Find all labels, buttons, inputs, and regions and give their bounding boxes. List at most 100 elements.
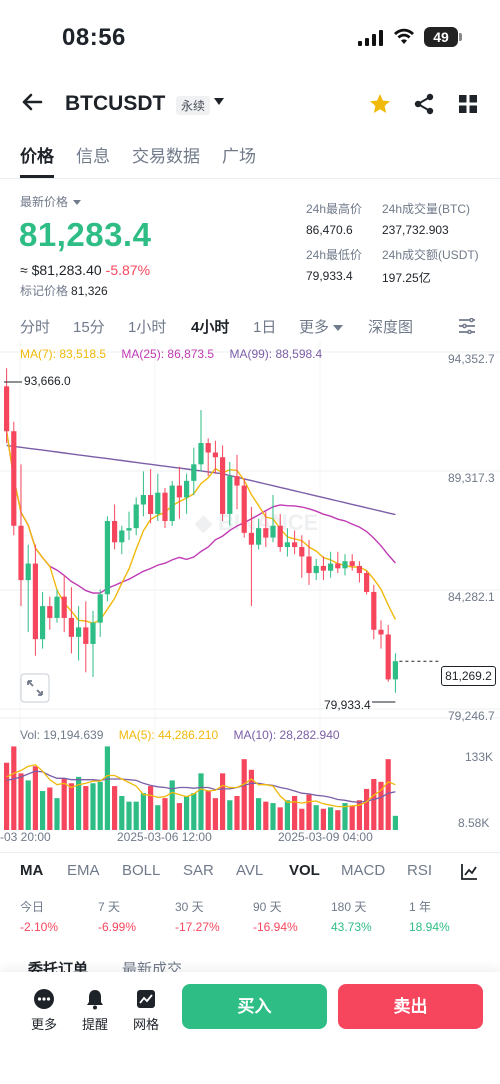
indicator-macd[interactable]: MACD: [341, 862, 386, 879]
timeframe-1h[interactable]: 1小时: [128, 319, 167, 336]
ma-legend: MA(7): 83,518.5 MA(25): 86,873.5 MA(99):…: [20, 347, 334, 361]
indicator-bar: MA EMA BOLL SAR AVL VOL MACD RSI: [20, 862, 500, 884]
volume-bar: [205, 791, 211, 830]
candle-body: [356, 565, 362, 574]
low-marker-label: 79,933.4: [324, 698, 371, 712]
volume-bar: [256, 798, 262, 830]
volume-bar: [277, 807, 283, 830]
more-button[interactable]: 更多: [23, 988, 65, 1033]
depth-chart-tab[interactable]: 深度图: [368, 319, 414, 336]
indicator-ema[interactable]: EMA: [67, 862, 100, 879]
candle-body: [25, 563, 31, 581]
candle-body: [184, 480, 190, 498]
volume-bar: [392, 815, 398, 830]
top-nav: BTCUSDT 永续: [0, 82, 500, 126]
candle-body: [392, 661, 398, 680]
price-subline: ≈ $81,283.40 -5.87%: [20, 262, 150, 278]
candle-body: [328, 563, 334, 571]
candle-body: [313, 565, 319, 574]
bell-icon: [87, 990, 103, 1010]
volume-legend: Vol: 19,194.639 MA(5): 44,286.210 MA(10)…: [20, 728, 352, 742]
kline-chart[interactable]: ◆ BINANCE: [0, 340, 500, 850]
volume-bar: [184, 796, 190, 830]
candle-body: [205, 443, 211, 453]
indicator-avl[interactable]: AVL: [236, 862, 264, 879]
time-axis-label: -03 20:00: [0, 830, 51, 844]
candle-body: [119, 530, 125, 543]
volume-bar: [25, 780, 31, 830]
timeframe-more[interactable]: 更多: [299, 316, 344, 337]
volume-bar: [306, 794, 312, 830]
tab-trading-data[interactable]: 交易数据: [132, 147, 200, 166]
volume-bar: [83, 786, 89, 830]
timeframe-15m[interactable]: 15分: [73, 319, 105, 336]
indicator-vol[interactable]: VOL: [289, 862, 320, 879]
main-tabs: 价格 信息 交易数据 广场: [20, 142, 256, 178]
time-axis: -03 20:00 2025-03-06 12:00 2025-03-09 04…: [0, 830, 500, 846]
candle-body: [61, 596, 67, 618]
volume-bar: [378, 781, 384, 830]
favorite-star-icon[interactable]: [368, 92, 392, 116]
volume-bar: [220, 773, 226, 830]
latest-price-selector[interactable]: 最新价格: [20, 193, 82, 210]
timeframe-line[interactable]: 分时: [20, 319, 51, 336]
battery-icon: 49: [424, 27, 462, 47]
expand-chart-icon[interactable]: [20, 673, 50, 703]
volume-bar: [320, 808, 326, 830]
volume-axis-label: 133K: [465, 750, 494, 764]
more-dots-icon: [34, 989, 54, 1009]
timeframe-1d[interactable]: 1日: [253, 319, 277, 336]
sell-button[interactable]: 卖出: [338, 984, 483, 1029]
indicator-rsi[interactable]: RSI: [407, 862, 433, 879]
candle-body: [306, 556, 312, 574]
volume-bar: [76, 776, 82, 830]
ma25-line: [5, 431, 396, 594]
candle-body: [18, 525, 24, 581]
indicator-settings-icon[interactable]: [460, 863, 478, 881]
volume-bar: [119, 796, 125, 830]
time-axis-label: 2025-03-06 12:00: [117, 830, 212, 844]
volume-bar: [148, 786, 154, 830]
chevron-down-icon[interactable]: [214, 98, 224, 105]
candle-body: [133, 504, 139, 529]
candle-body: [68, 617, 74, 637]
layout-grid-icon[interactable]: [458, 94, 478, 114]
indicator-ma[interactable]: MA: [20, 862, 44, 879]
volume-bar: [4, 762, 10, 830]
indicator-boll[interactable]: BOLL: [122, 862, 161, 879]
share-icon[interactable]: [412, 92, 436, 116]
volume-bar: [191, 793, 197, 830]
tab-info[interactable]: 信息: [76, 147, 110, 166]
mark-price: 81,326: [71, 284, 108, 298]
chart-settings-icon[interactable]: [458, 318, 476, 334]
volume-bar: [133, 801, 139, 830]
volume-bar: [162, 798, 168, 830]
buy-button[interactable]: 买入: [182, 984, 327, 1029]
alert-button[interactable]: 提醒: [74, 988, 116, 1033]
grid-trading-button[interactable]: 网格: [125, 988, 167, 1033]
candle-body: [148, 495, 154, 514]
status-time: 08:56: [62, 24, 126, 51]
perf-30d: 30 天 -17.27%: [175, 900, 220, 934]
stat-volume-usdt: 24h成交额(USDT) 197.25亿: [382, 248, 479, 285]
symbol-title[interactable]: BTCUSDT: [65, 92, 166, 115]
volume-bar: [61, 779, 67, 830]
candle-body: [292, 542, 298, 548]
candle-body: [220, 457, 226, 514]
volume-bar: [284, 800, 290, 830]
candle-body: [198, 443, 204, 465]
volume-bar: [18, 773, 24, 830]
candle-body: [335, 563, 341, 569]
timeframe-4h[interactable]: 4小时: [191, 319, 230, 336]
tab-square[interactable]: 广场: [222, 147, 256, 166]
tab-price[interactable]: 价格: [20, 142, 54, 178]
volume-bar: [385, 759, 391, 830]
back-arrow-icon[interactable]: [20, 90, 44, 114]
candle-body: [162, 492, 168, 522]
candle-body: [277, 525, 283, 548]
divider: [0, 178, 500, 179]
candle-body: [227, 476, 233, 514]
indicator-sar[interactable]: SAR: [183, 862, 214, 879]
volume-bar: [155, 805, 161, 830]
volume-bar: [90, 783, 96, 830]
